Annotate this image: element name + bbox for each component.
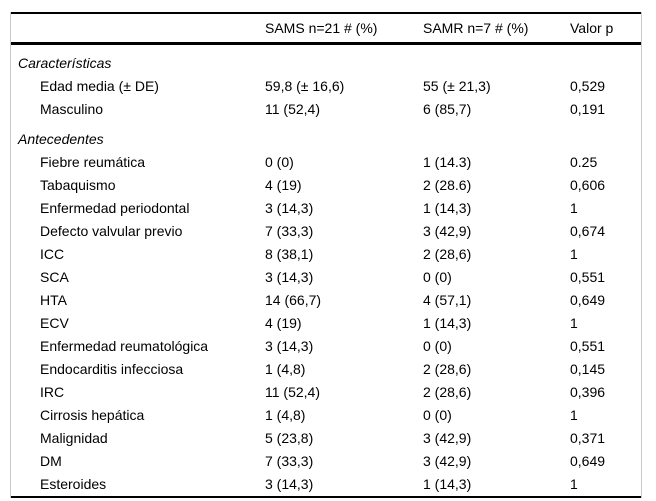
sams-value: 3 (14,3) bbox=[265, 338, 314, 355]
table-row: ICC 8 (38,1) 2 (28,6) 1 bbox=[11, 243, 641, 266]
header-row: SAMS n=21 # (%) SAMR n=7 # (%) Valor p bbox=[11, 13, 641, 44]
sams-value: 11 (52,4) bbox=[265, 384, 320, 401]
p-value: 0,606 bbox=[570, 177, 606, 194]
row-label: ICC bbox=[40, 246, 65, 263]
sams-value: 4 (19) bbox=[265, 315, 302, 332]
table-row: IRC 11 (52,4) 2 (28,6) 0,396 bbox=[11, 381, 641, 404]
table-row: Enfermedad periodontal 3 (14,3) 1 (14,3) 1 bbox=[11, 197, 641, 220]
row-label: Endocarditis infecciosa bbox=[40, 361, 184, 378]
row-label: Tabaquismo bbox=[40, 177, 116, 194]
table-body: Características Edad media (± DE) 59,8 (± … bbox=[11, 44, 641, 497]
row-label: Enfermedad periodontal bbox=[40, 200, 190, 217]
sams-value: 1 (4,8) bbox=[265, 407, 306, 424]
p-value: 0,551 bbox=[570, 338, 606, 355]
samr-value: 0 (0) bbox=[423, 269, 452, 286]
row-label: Masculino bbox=[40, 101, 104, 118]
sams-value: 7 (33,3) bbox=[265, 223, 314, 240]
samr-value: 4 (57,1) bbox=[423, 292, 472, 309]
samr-value: 0 (0) bbox=[423, 407, 452, 424]
header-samr-column: SAMR n=7 # (%) bbox=[423, 19, 529, 36]
sams-value: 14 (66,7) bbox=[265, 292, 322, 309]
sams-samr-comparison-table: SAMS n=21 # (%) SAMR n=7 # (%) Valor p C… bbox=[11, 12, 641, 498]
table-row: Enfermedad reumatológica 3 (14,3) 0 (0) 0,5… bbox=[11, 335, 641, 358]
section-row: Antecedentes bbox=[11, 121, 641, 151]
p-value: 1 bbox=[570, 407, 578, 424]
table-row: Cirrosis hepática 1 (4,8) 0 (0) 1 bbox=[11, 404, 641, 427]
row-label: ECV bbox=[40, 315, 69, 332]
p-value: 0,371 bbox=[570, 430, 606, 447]
p-value: 0,674 bbox=[570, 223, 606, 240]
header-valor-p-column: Valor p bbox=[570, 19, 614, 36]
row-label: HTA bbox=[40, 292, 67, 309]
sams-value: 1 (4,8) bbox=[265, 361, 306, 378]
comparison-table-frame: SAMS n=21 # (%) SAMR n=7 # (%) Valor p C… bbox=[10, 12, 642, 498]
row-label: Enfermedad reumatológica bbox=[40, 338, 209, 355]
samr-value: 1 (14,3) bbox=[423, 476, 472, 493]
row-label: IRC bbox=[40, 384, 65, 401]
samr-value: 1 (14,3) bbox=[423, 200, 472, 217]
row-label: DM bbox=[40, 453, 62, 470]
table-row: Edad media (± DE) 59,8 (± 16,6) 55 (± 21,3… bbox=[11, 75, 641, 98]
samr-value: 2 (28,6) bbox=[423, 384, 472, 401]
table-row: DM 7 (33,3) 3 (42,9) 0,649 bbox=[11, 450, 641, 473]
samr-value: 3 (42,9) bbox=[423, 223, 472, 240]
p-value: 1 bbox=[570, 200, 578, 217]
table-row: Esteroides 3 (14,3) 1 (14,3) 1 bbox=[11, 473, 641, 497]
table-row: Masculino 11 (52,4) 6 (85,7) 0,191 bbox=[11, 98, 641, 121]
sams-value: 4 (19) bbox=[265, 177, 302, 194]
samr-value: 2 (28,6) bbox=[423, 246, 472, 263]
row-label: Defecto valvular previo bbox=[40, 223, 183, 240]
table-row: ECV 4 (19) 1 (14,3) 1 bbox=[11, 312, 641, 335]
p-value: 0,649 bbox=[570, 453, 606, 470]
samr-value: 1 (14,3) bbox=[423, 315, 472, 332]
p-value: 1 bbox=[570, 476, 578, 493]
row-label: Edad media (± DE) bbox=[40, 78, 159, 95]
table-row: Defecto valvular previo 7 (33,3) 3 (42,9) 0… bbox=[11, 220, 641, 243]
row-label: SCA bbox=[40, 269, 69, 286]
header-label-column bbox=[11, 13, 265, 44]
header-sams-column: SAMS n=21 # (%) bbox=[265, 19, 378, 36]
p-value: 1 bbox=[570, 246, 578, 263]
samr-value: 2 (28,6) bbox=[423, 361, 472, 378]
sams-value: 11 (52,4) bbox=[265, 101, 320, 118]
table-row: HTA 14 (66,7) 4 (57,1) 0,649 bbox=[11, 289, 641, 312]
table-row: Tabaquismo 4 (19) 2 (28.6) 0,606 bbox=[11, 174, 641, 197]
p-value: 0,649 bbox=[570, 292, 606, 309]
samr-value: 2 (28.6) bbox=[423, 177, 472, 194]
p-value: 0.25 bbox=[570, 154, 598, 171]
samr-value: 6 (85,7) bbox=[423, 101, 472, 118]
sams-value: 8 (38,1) bbox=[265, 246, 314, 263]
p-value: 0,551 bbox=[570, 269, 606, 286]
section-row: Características bbox=[11, 44, 641, 76]
row-label: Esteroides bbox=[40, 476, 107, 493]
sams-value: 3 (14,3) bbox=[265, 269, 314, 286]
section-label: Características bbox=[18, 55, 112, 72]
p-value: 1 bbox=[570, 315, 578, 332]
samr-value: 3 (42,9) bbox=[423, 430, 472, 447]
sams-value: 3 (14,3) bbox=[265, 200, 314, 217]
samr-value: 1 (14.3) bbox=[423, 154, 472, 171]
table-row: Malignidad 5 (23,8) 3 (42,9) 0,371 bbox=[11, 427, 641, 450]
section-label: Antecedentes bbox=[18, 131, 104, 148]
p-value: 0,529 bbox=[570, 78, 606, 95]
samr-value: 0 (0) bbox=[423, 338, 452, 355]
table-header: SAMS n=21 # (%) SAMR n=7 # (%) Valor p bbox=[11, 13, 641, 44]
sams-value: 5 (23,8) bbox=[265, 430, 314, 447]
table-row: Fiebre reumática 0 (0) 1 (14.3) 0.25 bbox=[11, 151, 641, 174]
table-row: Endocarditis infecciosa 1 (4,8) 2 (28,6) 0,… bbox=[11, 358, 641, 381]
table-row: SCA 3 (14,3) 0 (0) 0,551 bbox=[11, 266, 641, 289]
row-label: Cirrosis hepática bbox=[40, 407, 145, 424]
row-label: Malignidad bbox=[40, 430, 108, 447]
samr-value: 3 (42,9) bbox=[423, 453, 472, 470]
samr-value: 55 (± 21,3) bbox=[423, 78, 491, 95]
p-value: 0,191 bbox=[570, 101, 606, 118]
p-value: 0,145 bbox=[570, 361, 606, 378]
sams-value: 3 (14,3) bbox=[265, 476, 314, 493]
p-value: 0,396 bbox=[570, 384, 606, 401]
sams-value: 59,8 (± 16,6) bbox=[265, 78, 345, 95]
sams-value: 0 (0) bbox=[265, 154, 294, 171]
sams-value: 7 (33,3) bbox=[265, 453, 314, 470]
row-label: Fiebre reumática bbox=[40, 154, 146, 171]
